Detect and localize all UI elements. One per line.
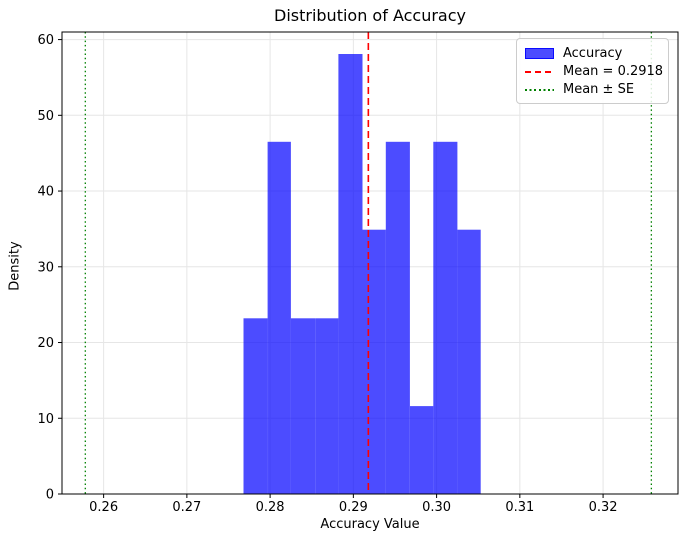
y-tick-label: 60	[37, 33, 54, 48]
y-axis-label: Density	[7, 241, 23, 291]
histogram-bar	[243, 318, 268, 494]
x-axis-label: Accuracy Value	[320, 517, 420, 532]
chart-title: Distribution of Accuracy	[274, 6, 466, 25]
histogram-bar	[433, 141, 458, 495]
histogram-bar	[315, 318, 339, 494]
x-tick-label: 0.30	[422, 500, 451, 515]
legend-entry-se-lines: Mean ± SE	[525, 81, 660, 98]
y-tick-label: 40	[37, 185, 54, 200]
histogram-bar	[385, 141, 410, 495]
x-tick-label: 0.31	[505, 500, 534, 515]
histogram-bar	[338, 54, 363, 494]
x-tick-label: 0.28	[256, 500, 285, 515]
legend-swatch-mean-dashed-line	[525, 70, 554, 73]
legend-swatch-se-dotted-line	[525, 88, 554, 91]
histogram-bar	[267, 141, 291, 495]
y-tick-label: 50	[37, 109, 54, 124]
legend: Accuracy Mean = 0.2918 Mean ± SE	[516, 38, 669, 104]
x-tick-label: 0.32	[589, 500, 618, 515]
histogram-bar	[457, 229, 481, 494]
y-tick-label: 10	[37, 412, 54, 427]
legend-entry-accuracy: Accuracy	[525, 45, 660, 62]
histogram-bar	[410, 406, 434, 494]
y-tick-label: 20	[37, 336, 54, 351]
x-tick-label: 0.29	[339, 500, 368, 515]
y-tick-label: 30	[37, 260, 54, 275]
y-tick-label: 0	[46, 488, 54, 503]
histogram-bar	[290, 318, 315, 494]
legend-label-mean: Mean = 0.2918	[563, 64, 664, 79]
x-tick-label: 0.27	[172, 500, 201, 515]
legend-label-se: Mean ± SE	[563, 82, 635, 97]
axes-frame	[61, 31, 679, 495]
legend-label-accuracy: Accuracy	[563, 46, 623, 61]
x-tick-label: 0.26	[89, 500, 118, 515]
legend-swatch-accuracy-patch	[525, 48, 554, 59]
histogram-bar	[362, 229, 386, 494]
legend-entry-mean-line: Mean = 0.2918	[525, 63, 664, 80]
